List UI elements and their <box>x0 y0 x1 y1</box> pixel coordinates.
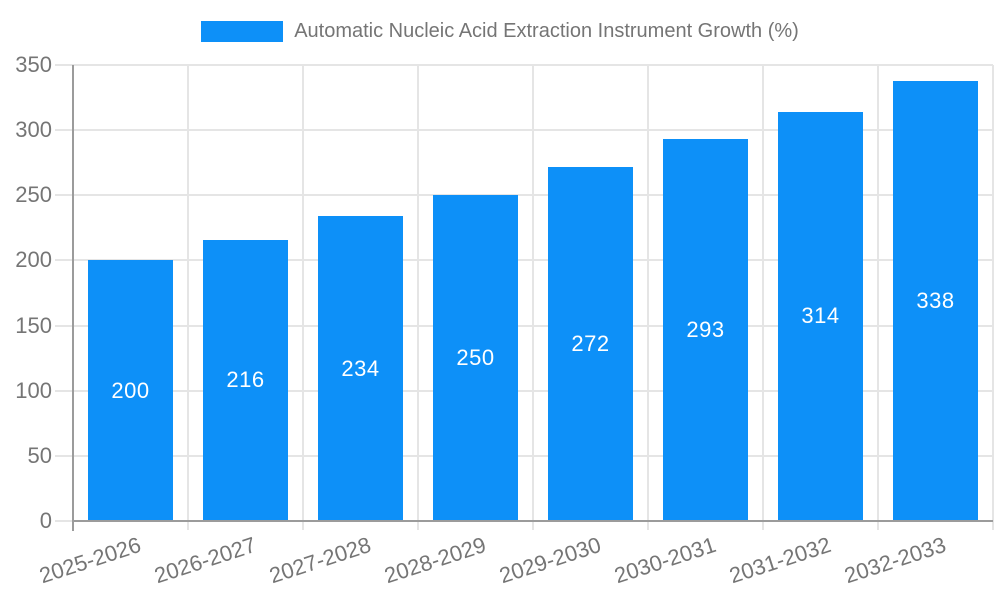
legend-swatch <box>201 20 284 42</box>
bar-value-label: 250 <box>456 345 495 371</box>
bar-2025-2026[interactable] <box>88 260 173 521</box>
gridline-vertical <box>532 65 534 530</box>
bar-value-label: 216 <box>226 367 265 393</box>
y-tick-label: 50 <box>27 442 52 468</box>
bar-2029-2030[interactable] <box>548 166 633 521</box>
y-tick-label: 250 <box>15 182 52 208</box>
plot-area: 200 216 234 250 272 293 314 338 <box>55 64 994 531</box>
legend-label: Automatic Nucleic Acid Extraction Instru… <box>294 20 799 42</box>
gridline-horizontal <box>55 324 993 327</box>
bar-value-label: 338 <box>916 287 955 313</box>
gridline-horizontal <box>55 259 993 262</box>
bar-2031-2032[interactable] <box>778 111 863 521</box>
x-tick-label: 2031-2032 <box>726 532 835 589</box>
bar-2026-2027[interactable] <box>203 239 288 521</box>
x-tick-label: 2032-2033 <box>841 532 950 589</box>
y-tick-label: 100 <box>15 377 52 403</box>
x-axis-line <box>73 520 993 522</box>
bar-2028-2029[interactable] <box>433 195 518 521</box>
y-axis-line <box>72 65 74 531</box>
bar-2030-2031[interactable] <box>663 139 748 521</box>
y-tick-label: 350 <box>15 52 52 77</box>
gridline-vertical <box>762 65 764 530</box>
x-tick-label: 2025-2026 <box>36 532 145 589</box>
x-tick-label: 2028-2029 <box>381 532 490 589</box>
y-tick-label: 200 <box>15 247 52 273</box>
y-tick-label: 150 <box>15 312 52 338</box>
gridline-horizontal <box>55 129 993 132</box>
gridline-horizontal <box>55 194 993 197</box>
bar-value-label: 234 <box>341 355 380 381</box>
bar-value-label: 293 <box>686 317 725 343</box>
gridline-vertical <box>877 65 879 530</box>
gridline-vertical <box>187 65 189 530</box>
x-tick-label: 2027-2028 <box>266 532 375 589</box>
gridline-vertical <box>992 65 994 530</box>
bar-2032-2033[interactable] <box>893 80 978 521</box>
gridline-vertical <box>647 65 649 530</box>
gridline-horizontal <box>55 454 993 457</box>
y-tick-label: 0 <box>39 508 52 533</box>
gridline-vertical <box>417 65 419 530</box>
x-tick-label: 2026-2027 <box>151 532 260 589</box>
gridline-horizontal <box>55 64 993 66</box>
bar-2027-2028[interactable] <box>318 216 403 521</box>
bar-value-label: 314 <box>801 303 840 329</box>
bar-value-label: 200 <box>111 377 150 403</box>
x-tick-label: 2030-2031 <box>611 532 720 589</box>
gridline-vertical <box>302 65 304 530</box>
y-axis: 0 50 100 150 200 250 300 350 <box>0 52 52 533</box>
x-axis: 2025-2026 2026-2027 2027-2028 2028-2029 2029… <box>36 521 993 600</box>
gridline-horizontal <box>55 389 993 392</box>
chart-legend[interactable]: Automatic Nucleic Acid Extraction Instru… <box>0 16 1000 46</box>
bar-value-label: 272 <box>571 330 610 356</box>
y-tick-label: 300 <box>15 117 52 143</box>
x-tick-label: 2029-2030 <box>496 532 605 589</box>
